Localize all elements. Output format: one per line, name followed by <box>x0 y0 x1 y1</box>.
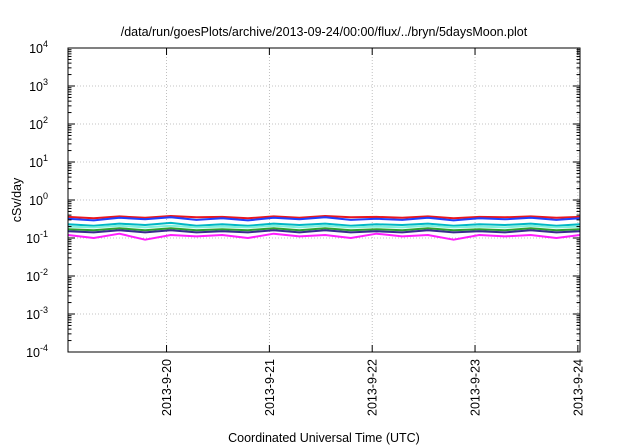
y-tick-exponent: -4 <box>40 343 48 353</box>
y-tick-label: 10-4 <box>26 343 48 360</box>
y-tick-base: 10 <box>26 308 40 322</box>
y-tick-base: 10 <box>29 156 43 170</box>
y-tick-exponent: -3 <box>40 305 48 315</box>
y-tick-base: 10 <box>29 42 43 56</box>
chart-title: /data/run/goesPlots/archive/2013-09-24/0… <box>121 25 528 39</box>
x-tick-label: 2013-9-22 <box>366 359 380 416</box>
series-line <box>67 215 581 220</box>
y-tick-base: 10 <box>26 346 40 360</box>
y-tick-label: 10-3 <box>26 305 48 322</box>
y-tick-label: 102 <box>29 115 48 132</box>
y-tick-label: 101 <box>29 153 48 170</box>
y-axis-label: cSv/day <box>10 177 24 222</box>
x-tick-label: 2013-9-20 <box>160 359 174 416</box>
y-tick-base: 10 <box>26 232 40 246</box>
x-tick-label: 2013-9-23 <box>469 359 483 416</box>
y-tick-label: 10-2 <box>26 267 48 284</box>
axes: 10410310210110010-110-210-310-42013-9-20… <box>26 39 585 416</box>
y-tick-base: 10 <box>29 80 43 94</box>
y-tick-label: 104 <box>29 39 48 56</box>
y-tick-base: 10 <box>26 270 40 284</box>
y-tick-exponent: 3 <box>43 77 48 87</box>
series-line <box>67 227 581 232</box>
y-tick-exponent: 4 <box>43 39 48 49</box>
series-line <box>67 232 581 241</box>
y-tick-exponent: -1 <box>40 229 48 239</box>
x-axis-label: Coordinated Universal Time (UTC) <box>228 431 420 445</box>
grid <box>68 48 580 352</box>
x-tick-label: 2013-9-21 <box>263 359 277 416</box>
series-line <box>67 221 581 227</box>
y-tick-exponent: -2 <box>40 267 48 277</box>
series-line <box>67 216 581 222</box>
y-tick-exponent: 2 <box>43 115 48 125</box>
y-tick-label: 10-1 <box>26 229 48 246</box>
series-line <box>67 224 581 229</box>
series-group <box>67 215 581 241</box>
y-tick-base: 10 <box>29 118 43 132</box>
y-tick-exponent: 1 <box>43 153 48 163</box>
y-tick-label: 103 <box>29 77 48 94</box>
y-tick-exponent: 0 <box>43 191 48 201</box>
y-tick-label: 100 <box>29 191 48 208</box>
y-tick-base: 10 <box>29 194 43 208</box>
series-line <box>67 229 581 234</box>
x-tick-label: 2013-9-24 <box>571 359 585 416</box>
